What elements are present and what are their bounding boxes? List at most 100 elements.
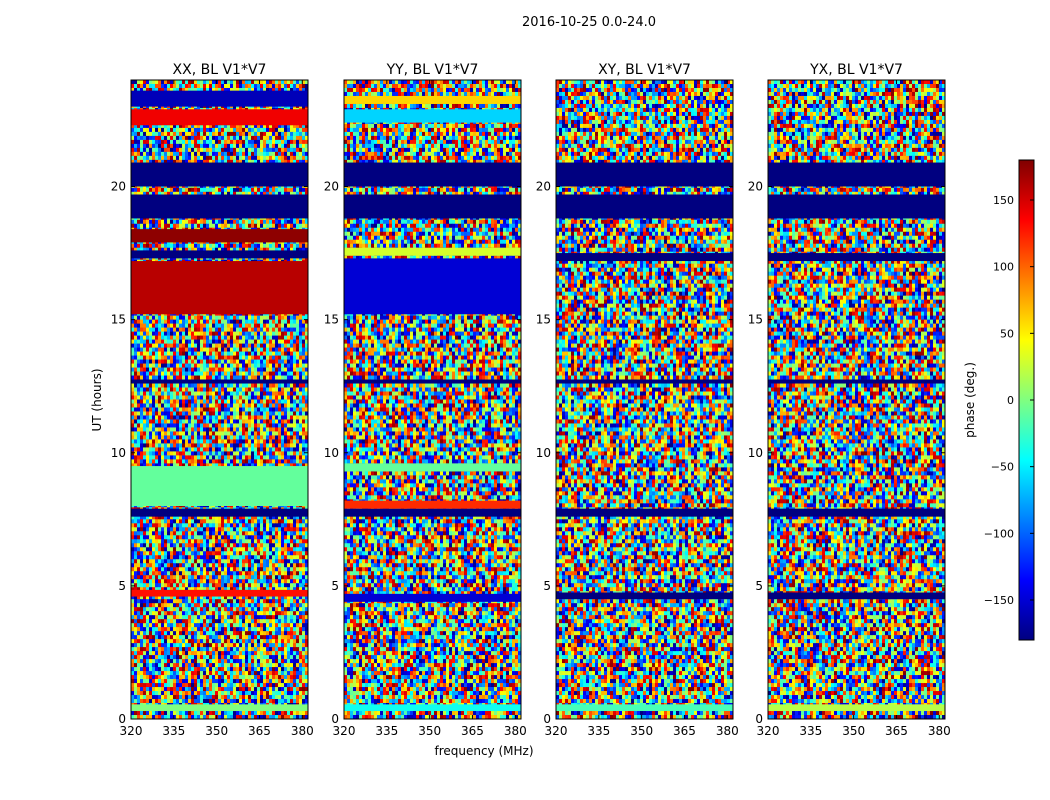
- phase-band: [768, 508, 945, 517]
- x-tick-label: 320: [757, 724, 780, 738]
- phase-cells: [556, 80, 733, 719]
- y-tick-label: 15: [748, 313, 763, 327]
- phase-band: [344, 508, 521, 517]
- phase-band: [131, 466, 308, 506]
- phase-band: [768, 194, 945, 219]
- x-tick-label: 350: [205, 724, 228, 738]
- colorbar-tick-label: 0: [1007, 394, 1014, 407]
- phase-band: [131, 261, 308, 315]
- phase-band: [131, 508, 308, 517]
- y-tick-label: 20: [111, 180, 126, 194]
- y-tick-label: 0: [331, 712, 339, 726]
- y-tick-label: 20: [324, 180, 339, 194]
- y-tick-label: 15: [324, 313, 339, 327]
- panel-frame: [555, 79, 734, 720]
- panel-frame: [130, 79, 309, 720]
- colorbar-tick-label: 100: [993, 261, 1014, 274]
- x-tick-label: 320: [120, 724, 143, 738]
- phase-band: [344, 247, 521, 256]
- colorbar-tick-label: −50: [991, 461, 1014, 474]
- y-tick-label: 20: [748, 180, 763, 194]
- phase-band: [344, 379, 521, 384]
- phase-band: [556, 592, 733, 600]
- x-tick-label: 320: [333, 724, 356, 738]
- x-tick-label: 320: [545, 724, 568, 738]
- x-tick-label: 335: [587, 724, 610, 738]
- y-tick-label: 10: [111, 446, 126, 460]
- figure-suptitle: 2016-10-25 0.0-24.0: [522, 15, 656, 30]
- x-tick-label: 335: [799, 724, 822, 738]
- y-tick-label: 15: [111, 313, 126, 327]
- phase-band: [344, 109, 521, 123]
- colorbar-tick-label: 150: [993, 194, 1014, 207]
- phase-band: [768, 379, 945, 384]
- phase-band: [556, 162, 733, 187]
- phase-band: [556, 253, 733, 262]
- phase-band: [344, 194, 521, 219]
- x-tick-label: 335: [375, 724, 398, 738]
- y-tick-label: 0: [118, 712, 126, 726]
- y-tick-label: 5: [755, 579, 763, 593]
- phase-band: [556, 508, 733, 517]
- phase-band: [344, 258, 521, 315]
- panel-title: XY, BL V1*V7: [598, 62, 691, 78]
- colorbar-tick-label: −100: [984, 527, 1014, 540]
- x-tick-label: 365: [461, 724, 484, 738]
- colorbar-label: phase (deg.): [963, 362, 977, 438]
- phase-band: [131, 90, 308, 107]
- phase-band: [131, 250, 308, 259]
- panel-frame: [767, 79, 946, 720]
- heatmap-panel-2: YY, BL V1*V7 320 335 350 365 380 0 5 10 15 20: [324, 62, 527, 738]
- phase-band: [344, 593, 521, 602]
- y-tick-label: 0: [755, 712, 763, 726]
- y-tick-label: 0: [543, 712, 551, 726]
- phase-band: [768, 704, 945, 712]
- y-axis-label: UT (hours): [90, 368, 104, 431]
- phase-band: [344, 162, 521, 187]
- phase-band: [344, 463, 521, 472]
- panel-frame: [343, 79, 522, 720]
- phase-cells: [768, 80, 945, 719]
- x-tick-label: 365: [248, 724, 271, 738]
- panel-title: YY, BL V1*V7: [386, 62, 479, 78]
- phase-band: [131, 704, 308, 712]
- panel-title: YX, BL V1*V7: [809, 62, 903, 78]
- x-tick-label: 350: [418, 724, 441, 738]
- y-tick-label: 20: [536, 180, 551, 194]
- phase-band: [344, 95, 521, 104]
- colorbar-tick-label: 50: [1000, 327, 1014, 340]
- phase-band: [344, 500, 521, 509]
- y-tick-label: 15: [536, 313, 551, 327]
- phase-band: [131, 162, 308, 187]
- phase-band: [131, 109, 308, 126]
- colorbar: 150 100 50 0 −50 −100 −150: [984, 159, 1035, 641]
- x-tick-label: 350: [630, 724, 653, 738]
- x-tick-label: 380: [291, 724, 314, 738]
- phase-band: [556, 379, 733, 384]
- phase-band: [556, 704, 733, 712]
- x-tick-label: 335: [162, 724, 185, 738]
- phase-band: [344, 704, 521, 712]
- phase-cells: [344, 80, 521, 719]
- y-tick-label: 10: [748, 446, 763, 460]
- phase-band: [768, 592, 945, 600]
- x-tick-label: 380: [716, 724, 739, 738]
- panel-title: XX, BL V1*V7: [173, 62, 267, 78]
- heatmap-panel-3: XY, BL V1*V7 320 335 350 365 380 0 5 10 15 20: [536, 62, 739, 738]
- y-tick-label: 5: [118, 579, 126, 593]
- y-tick-label: 5: [543, 579, 551, 593]
- x-axis-label: frequency (MHz): [434, 744, 533, 758]
- phase-band: [131, 194, 308, 219]
- x-tick-label: 380: [504, 724, 527, 738]
- phase-band: [556, 194, 733, 219]
- y-tick-label: 5: [331, 579, 339, 593]
- x-tick-label: 350: [842, 724, 865, 738]
- phase-band: [131, 589, 308, 597]
- y-tick-label: 10: [324, 446, 339, 460]
- phase-band: [131, 229, 308, 243]
- phase-band: [768, 162, 945, 187]
- x-tick-label: 365: [885, 724, 908, 738]
- y-tick-label: 10: [536, 446, 551, 460]
- heatmap-panel-4: YX, BL V1*V7 320 335 350 365 380 0 5 10 15 20: [748, 62, 951, 738]
